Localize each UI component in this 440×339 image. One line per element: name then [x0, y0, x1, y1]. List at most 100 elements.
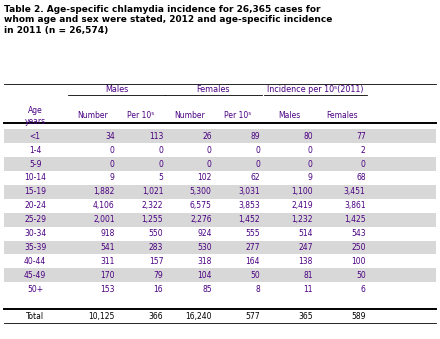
Text: 0: 0 — [308, 146, 313, 155]
Text: Number: Number — [174, 112, 205, 120]
Text: 311: 311 — [100, 257, 115, 266]
Text: 3,031: 3,031 — [238, 187, 260, 196]
Text: 918: 918 — [100, 229, 115, 238]
Text: 9: 9 — [308, 174, 313, 182]
Text: Females: Females — [326, 112, 358, 120]
Text: Incidence per 10⁵(2011): Incidence per 10⁵(2011) — [268, 85, 364, 94]
Text: 50+: 50+ — [27, 285, 43, 294]
Text: 0: 0 — [158, 160, 163, 168]
Text: 0: 0 — [158, 146, 163, 155]
Text: 530: 530 — [197, 243, 212, 252]
Text: 80: 80 — [303, 132, 313, 141]
Text: 2: 2 — [361, 146, 366, 155]
Text: 81: 81 — [303, 271, 313, 280]
Text: <1: <1 — [30, 132, 40, 141]
Text: Females: Females — [197, 85, 230, 94]
FancyBboxPatch shape — [4, 185, 436, 199]
Text: 2,322: 2,322 — [142, 201, 163, 210]
Text: 4,106: 4,106 — [93, 201, 115, 210]
Text: 283: 283 — [149, 243, 163, 252]
Text: 543: 543 — [351, 229, 366, 238]
Text: 0: 0 — [361, 160, 366, 168]
Text: 77: 77 — [356, 132, 366, 141]
Text: 577: 577 — [246, 312, 260, 321]
Text: Table 2. Age-specific chlamydia incidence for 26,365 cases for
whom age and sex : Table 2. Age-specific chlamydia incidenc… — [4, 5, 333, 35]
Text: 3,451: 3,451 — [344, 187, 366, 196]
Text: 550: 550 — [149, 229, 163, 238]
Text: 1,100: 1,100 — [291, 187, 313, 196]
Text: 20-24: 20-24 — [24, 201, 46, 210]
Text: 250: 250 — [351, 243, 366, 252]
Text: 6: 6 — [361, 285, 366, 294]
Text: Per 10⁵: Per 10⁵ — [224, 112, 251, 120]
Text: 514: 514 — [298, 229, 313, 238]
Text: 2,419: 2,419 — [291, 201, 313, 210]
Text: 10-14: 10-14 — [24, 174, 46, 182]
Text: 50: 50 — [356, 271, 366, 280]
Text: 11: 11 — [303, 285, 313, 294]
Text: 79: 79 — [154, 271, 163, 280]
Text: 138: 138 — [298, 257, 313, 266]
Text: 0: 0 — [110, 160, 115, 168]
Text: 541: 541 — [100, 243, 115, 252]
Text: 100: 100 — [351, 257, 366, 266]
Text: 5-9: 5-9 — [29, 160, 41, 168]
Text: 157: 157 — [149, 257, 163, 266]
Text: 2,001: 2,001 — [93, 215, 115, 224]
Text: 1,452: 1,452 — [238, 215, 260, 224]
Text: 0: 0 — [308, 160, 313, 168]
FancyBboxPatch shape — [4, 241, 436, 254]
Text: 10,125: 10,125 — [88, 312, 115, 321]
Text: 170: 170 — [100, 271, 115, 280]
Text: 0: 0 — [255, 146, 260, 155]
Text: 366: 366 — [149, 312, 163, 321]
Text: Males: Males — [278, 112, 301, 120]
Text: 1,425: 1,425 — [344, 215, 366, 224]
Text: 104: 104 — [197, 271, 212, 280]
Text: 50: 50 — [250, 271, 260, 280]
Text: 9: 9 — [110, 174, 115, 182]
Text: 40-44: 40-44 — [24, 257, 46, 266]
Text: 5: 5 — [158, 174, 163, 182]
Text: 26: 26 — [202, 132, 212, 141]
FancyBboxPatch shape — [4, 213, 436, 227]
Text: 45-49: 45-49 — [24, 271, 46, 280]
Text: 924: 924 — [197, 229, 212, 238]
Text: 6,575: 6,575 — [190, 201, 212, 210]
Text: Per 10⁵: Per 10⁵ — [127, 112, 154, 120]
Text: Number: Number — [77, 112, 108, 120]
Text: 164: 164 — [246, 257, 260, 266]
Text: 30-34: 30-34 — [24, 229, 46, 238]
Text: 365: 365 — [298, 312, 313, 321]
Text: 85: 85 — [202, 285, 212, 294]
FancyBboxPatch shape — [4, 157, 436, 171]
Text: 589: 589 — [351, 312, 366, 321]
Text: 0: 0 — [110, 146, 115, 155]
Text: 89: 89 — [250, 132, 260, 141]
Text: 5,300: 5,300 — [190, 187, 212, 196]
Text: 0: 0 — [255, 160, 260, 168]
Text: 102: 102 — [197, 174, 212, 182]
Text: 68: 68 — [356, 174, 366, 182]
Text: 8: 8 — [255, 285, 260, 294]
Text: 34: 34 — [105, 132, 115, 141]
Text: 113: 113 — [149, 132, 163, 141]
Text: 2,276: 2,276 — [190, 215, 212, 224]
Text: 153: 153 — [100, 285, 115, 294]
Text: 277: 277 — [246, 243, 260, 252]
Text: Age
years: Age years — [25, 106, 46, 126]
Text: 3,853: 3,853 — [238, 201, 260, 210]
Text: 555: 555 — [246, 229, 260, 238]
Text: 1,882: 1,882 — [93, 187, 115, 196]
Text: 1,021: 1,021 — [142, 187, 163, 196]
Text: 1-4: 1-4 — [29, 146, 41, 155]
Text: 16,240: 16,240 — [185, 312, 212, 321]
Text: 0: 0 — [207, 160, 212, 168]
Text: 247: 247 — [298, 243, 313, 252]
Text: 62: 62 — [250, 174, 260, 182]
Text: 318: 318 — [197, 257, 212, 266]
Text: 16: 16 — [154, 285, 163, 294]
Text: Males: Males — [105, 85, 128, 94]
Text: 25-29: 25-29 — [24, 215, 46, 224]
Text: 1,255: 1,255 — [142, 215, 163, 224]
